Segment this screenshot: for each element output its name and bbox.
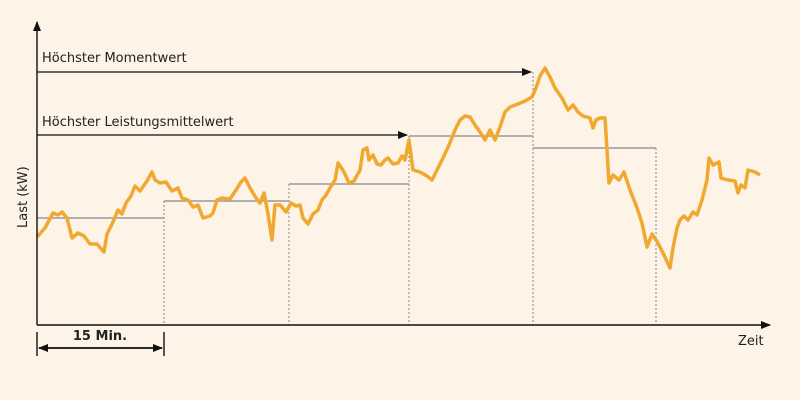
peak-instant-label: Höchster Momentwert	[42, 51, 187, 66]
peak-average-label: Höchster Leistungsmittelwert	[42, 115, 234, 130]
y-axis-label: Last (kW)	[16, 166, 31, 228]
interval-separators	[163, 72, 657, 325]
bracket-label-bg	[66, 328, 134, 344]
interval-label: 15 Min.	[73, 329, 127, 344]
x-axis-label: Zeit	[738, 334, 764, 349]
load-curve	[35, 66, 761, 270]
mean-levels	[37, 135, 656, 219]
